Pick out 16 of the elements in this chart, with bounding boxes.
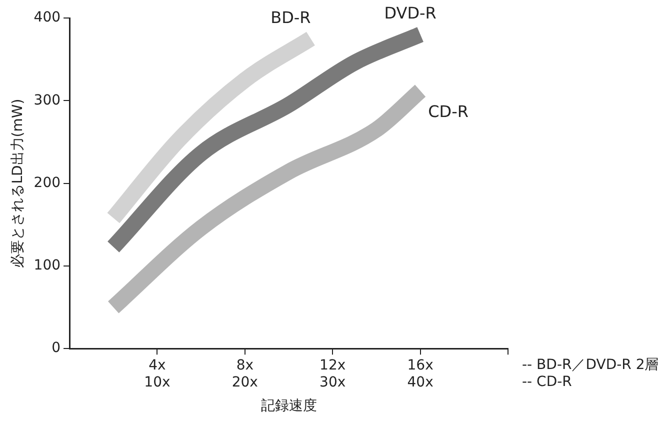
series-label: BD-R [270, 8, 311, 27]
x-tick-label: 12x 30x [320, 358, 346, 390]
y-tick-label: 0 [52, 340, 61, 356]
y-tick-label: 200 [34, 174, 61, 191]
series-label: DVD-R [384, 4, 436, 23]
x-tick-label: 16x 40x [407, 358, 434, 390]
x-tick-label: 8x 20x [232, 358, 258, 390]
text: -- CD-R [522, 374, 572, 390]
y-axis-title: 必要とされるLD出力(mW) [10, 98, 26, 268]
y-tick-label: 100 [34, 258, 61, 274]
x-axis-title: 記録速度 [260, 398, 317, 414]
y-tick-label: 300 [34, 92, 61, 108]
series-label: CD-R [428, 102, 468, 121]
x-tick-label: 4x 10x [144, 358, 170, 390]
y-tick-label: 400 [34, 10, 61, 26]
text: -- BD-R／DVD-R 2層 [522, 357, 658, 374]
